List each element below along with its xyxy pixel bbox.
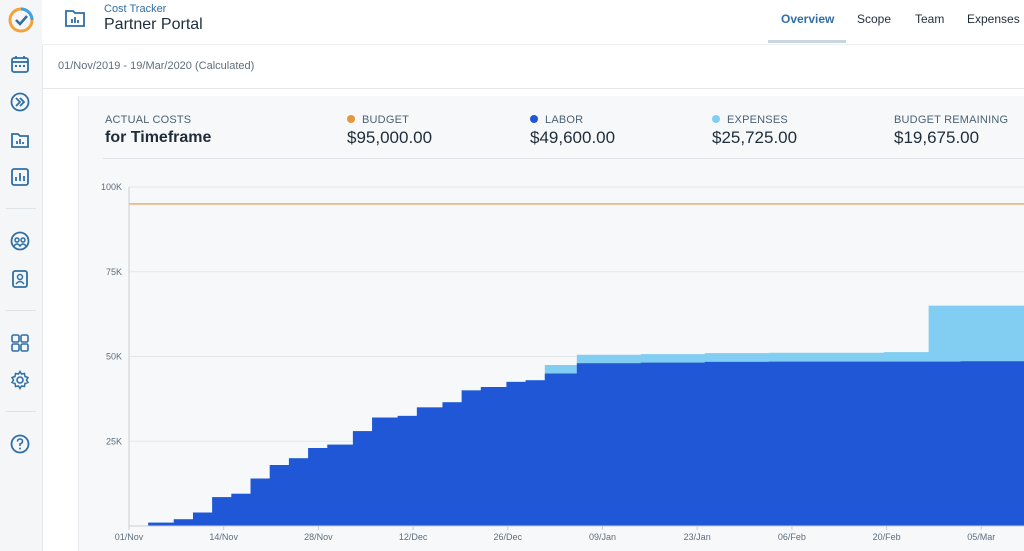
team-icon[interactable] [8,229,32,253]
cost-area-chart: 100K 75K 50K 25K 01/Nov 14/Nov 28/Nov 12/Dec 26/… [101,182,1024,542]
labor-legend-dot [530,115,538,123]
page-header: Cost Tracker Partner Portal Overview Sco… [42,0,1024,45]
budget-remaining-value: $19,675.00 [894,128,980,147]
contact-card-icon[interactable] [8,267,32,291]
budget-remaining-summary: BUDGET REMAINING $19,675.00 [894,114,1008,148]
date-range-label[interactable]: 01/Nov/2019 - 19/Mar/2020 (Calculated) [58,60,255,72]
y-tick-label: 100K [101,182,122,192]
divider [42,88,1024,89]
y-tick-label: 50K [106,352,122,362]
budget-legend-dot [347,115,355,123]
app-logo-icon[interactable] [7,6,35,34]
page-title: Partner Portal [104,16,203,33]
labor-label: LABOR [545,114,584,126]
tab-overview[interactable]: Overview [781,12,835,26]
x-tick-label: 01/Nov [115,532,144,542]
x-tick-label: 23/Jan [684,532,711,542]
gear-icon[interactable] [8,368,32,392]
labor-area [129,361,1024,526]
budget-label: BUDGET [362,114,410,126]
x-tick-label: 14/Nov [209,532,238,542]
budget-remaining-label: BUDGET REMAINING [894,114,1009,126]
tab-expenses[interactable]: Expenses [967,12,1020,26]
breadcrumb[interactable]: Cost Tracker [104,3,167,15]
sidebar-divider [6,208,36,209]
timeframe-label: for Timeframe [105,129,212,146]
sidebar-divider [6,411,36,412]
bar-chart-icon[interactable] [8,165,32,189]
tab-team[interactable]: Team [915,12,945,26]
sidebar [0,0,43,551]
cost-chart-card: ACTUAL COSTS for Timeframe BUDGET $95,00… [78,96,1024,551]
actual-costs-summary: ACTUAL COSTS for Timeframe [105,114,211,147]
labor-value: $49,600.00 [530,128,616,147]
y-tick-label: 75K [106,267,122,277]
calendar-icon[interactable] [8,52,32,76]
active-tab-indicator [768,40,846,43]
actual-costs-label: ACTUAL COSTS [105,114,192,126]
expenses-label: EXPENSES [727,114,788,126]
x-tick-label: 26/Dec [494,532,523,542]
expenses-value: $25,725.00 [712,128,798,147]
budget-summary: BUDGET $95,000.00 [347,114,432,148]
fast-forward-icon[interactable] [8,90,32,114]
x-tick-label: 12/Dec [399,532,428,542]
x-tick-label: 28/Nov [304,532,333,542]
y-tick-label: 25K [106,436,122,446]
x-tick-label: 20/Feb [873,532,901,542]
budget-value: $95,000.00 [347,128,433,147]
expenses-legend-dot [712,115,720,123]
expenses-summary: EXPENSES $25,725.00 [712,114,797,148]
grid-icon[interactable] [8,331,32,355]
folder-chart-icon [64,8,86,28]
x-tick-label: 09/Jan [589,532,616,542]
x-tick-label: 06/Feb [778,532,806,542]
help-icon[interactable] [8,432,32,456]
tab-scope[interactable]: Scope [857,12,892,26]
divider [103,158,1024,159]
folder-chart-icon[interactable] [8,128,32,152]
sidebar-divider [6,310,36,311]
labor-summary: LABOR $49,600.00 [530,114,615,148]
x-tick-label: 05/Mar [967,532,995,542]
